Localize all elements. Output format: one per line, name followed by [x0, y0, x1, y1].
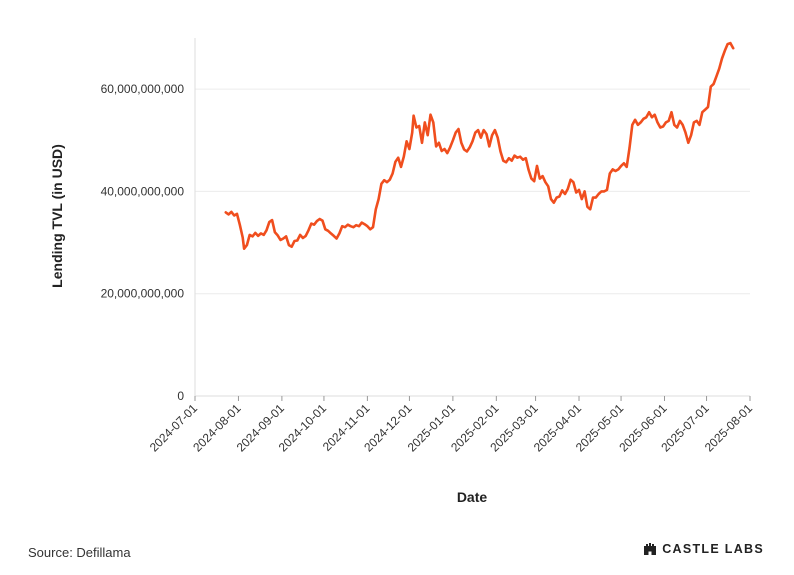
y-axis: 0 20,000,000,000 40,000,000,000 60,000,000,…: [101, 38, 196, 403]
x-axis: 2024-07-012024-08-012024-09-012024-10-01…: [147, 395, 756, 455]
plot-area: [224, 41, 735, 250]
brand-logo: CASTLE LABS: [643, 542, 764, 556]
grid-lines: [195, 88, 750, 295]
x-axis-label: Date: [457, 489, 488, 505]
brand-name: CASTLE LABS: [662, 542, 764, 556]
castle-icon: [644, 543, 657, 555]
y-tick-label: 0: [177, 389, 184, 403]
y-axis-label: Lending TVL (in USD): [49, 144, 65, 288]
x-tick-label: 2025-08-01: [702, 401, 756, 455]
source-note: Source: Defillama: [28, 545, 131, 560]
y-tick-label: 40,000,000,000: [101, 184, 185, 198]
y-tick-label: 20,000,000,000: [101, 287, 185, 301]
y-tick-label: 60,000,000,000: [101, 82, 185, 96]
series-line: [224, 41, 735, 250]
